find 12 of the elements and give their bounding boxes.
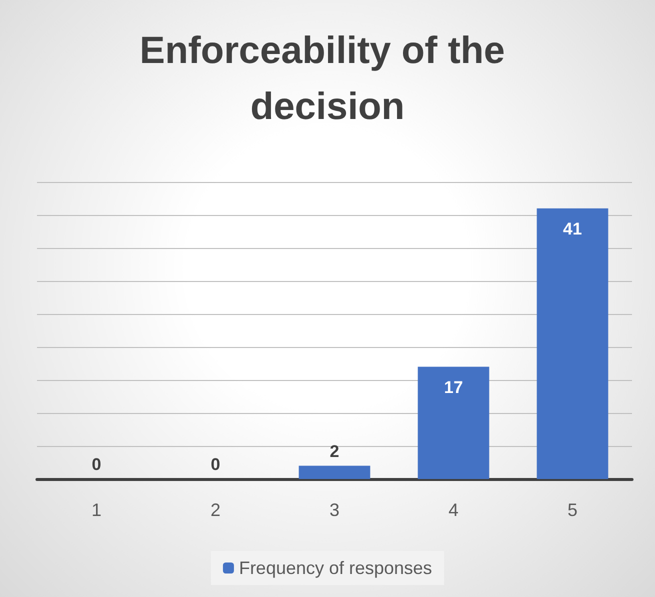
data-label: 0 (92, 455, 102, 474)
data-label: 17 (444, 378, 463, 397)
x-tick-label: 2 (210, 500, 221, 520)
x-tick-label: 5 (567, 500, 578, 520)
legend-label: Frequency of responses (238, 558, 432, 578)
data-label: 2 (330, 442, 340, 461)
x-tick-label: 4 (448, 500, 459, 520)
chart-title: Enforceability of the decision (140, 30, 516, 128)
x-tick-label: 3 (329, 500, 340, 520)
data-label: 41 (563, 219, 582, 238)
x-tick-label: 1 (91, 500, 102, 520)
data-label: 0 (210, 455, 220, 474)
